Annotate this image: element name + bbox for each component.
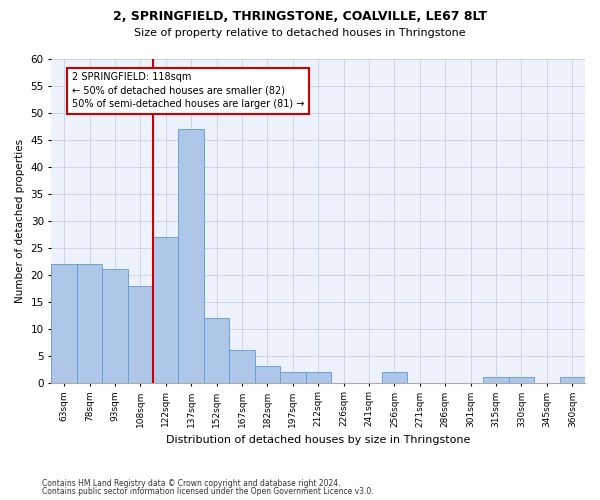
Bar: [102, 270, 128, 382]
Bar: [560, 378, 585, 382]
Text: 2 SPRINGFIELD: 118sqm
← 50% of detached houses are smaller (82)
50% of semi-deta: 2 SPRINGFIELD: 118sqm ← 50% of detached …: [72, 72, 304, 109]
Bar: [229, 350, 255, 382]
Bar: [382, 372, 407, 382]
Bar: [178, 129, 204, 382]
Bar: [484, 378, 509, 382]
Text: Size of property relative to detached houses in Thringstone: Size of property relative to detached ho…: [134, 28, 466, 38]
X-axis label: Distribution of detached houses by size in Thringstone: Distribution of detached houses by size …: [166, 435, 470, 445]
Bar: [280, 372, 305, 382]
Bar: [77, 264, 102, 382]
Bar: [204, 318, 229, 382]
Y-axis label: Number of detached properties: Number of detached properties: [15, 139, 25, 303]
Bar: [305, 372, 331, 382]
Bar: [509, 378, 534, 382]
Bar: [153, 237, 178, 382]
Text: Contains public sector information licensed under the Open Government Licence v3: Contains public sector information licen…: [42, 488, 374, 496]
Text: 2, SPRINGFIELD, THRINGSTONE, COALVILLE, LE67 8LT: 2, SPRINGFIELD, THRINGSTONE, COALVILLE, …: [113, 10, 487, 23]
Text: Contains HM Land Registry data © Crown copyright and database right 2024.: Contains HM Land Registry data © Crown c…: [42, 478, 341, 488]
Bar: [128, 286, 153, 382]
Bar: [52, 264, 77, 382]
Bar: [255, 366, 280, 382]
